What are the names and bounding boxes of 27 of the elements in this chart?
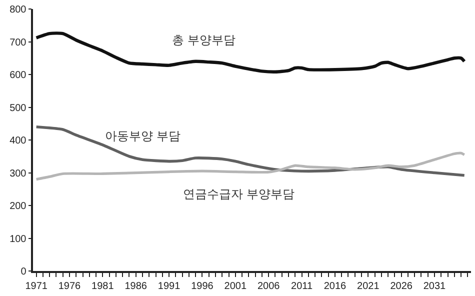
series-label: 연금수급자 부양부담	[183, 187, 294, 201]
x-tick-label: 2021	[357, 280, 380, 292]
x-tick-label: 2006	[257, 280, 280, 292]
x-tick-label: 2011	[291, 280, 313, 292]
y-tick-label: 600	[10, 70, 27, 81]
x-tick-label: 2031	[423, 280, 446, 292]
x-tick-label: 2001	[224, 280, 247, 292]
y-tick-label: 300	[10, 168, 27, 180]
y-tick-label: 100	[10, 234, 27, 245]
line-series	[34, 32, 466, 74]
x-tick-label: 2016	[324, 280, 347, 292]
x-tick-label: 1976	[58, 280, 82, 292]
x-tick-label: 2026	[390, 280, 413, 292]
y-tick-label: 0	[20, 266, 27, 278]
line-series	[35, 152, 466, 181]
y-tick-label: 200	[10, 201, 27, 212]
y-tick-label: 500	[10, 102, 27, 114]
x-tick-label: 1996	[191, 280, 214, 292]
series-label: 총 부양부담	[172, 33, 236, 47]
series-label: 아동부양 부담	[105, 129, 180, 143]
y-tick-label: 700	[10, 37, 27, 48]
x-tick-label: 1981	[92, 280, 114, 292]
x-tick-label: 1971	[25, 280, 48, 292]
y-tick-label: 400	[10, 136, 27, 146]
y-tick-label: 800	[10, 4, 27, 16]
x-tick-label: 1991	[158, 280, 181, 292]
x-tick-label: 1986	[124, 280, 148, 292]
